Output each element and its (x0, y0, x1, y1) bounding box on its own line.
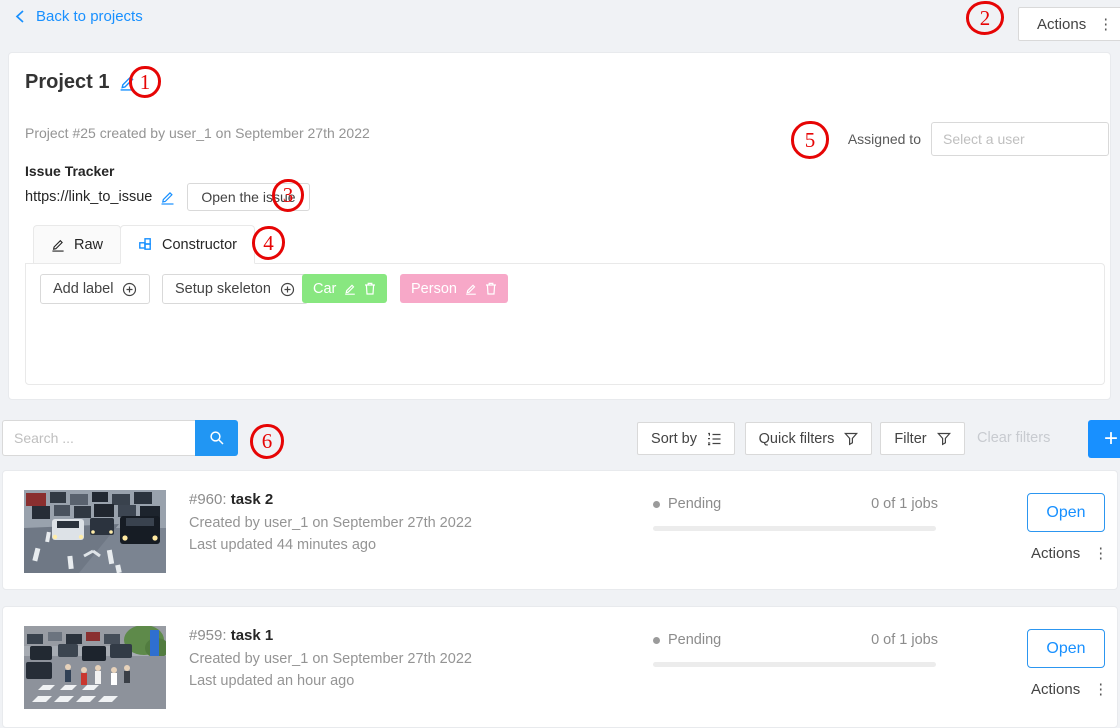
edit-issue-url-icon[interactable] (160, 190, 175, 205)
issue-tracker-url: https://link_to_issue (25, 189, 153, 205)
task-actions-button[interactable]: Actions ⋮ (1031, 545, 1108, 562)
delete-label-icon[interactable] (364, 282, 376, 295)
task-updated-text: Last updated 44 minutes ago (189, 537, 377, 553)
sort-by-label: Sort by (651, 430, 697, 447)
tab-constructor[interactable]: Constructor (120, 225, 255, 264)
label-tag-name: Person (411, 280, 457, 297)
sort-by-button[interactable]: Sort by (637, 422, 735, 455)
annotation-circle-5: 5 (791, 121, 829, 159)
task-updated-text: Last updated an hour ago (189, 673, 355, 689)
actions-button-label: Actions (1037, 15, 1087, 33)
ordered-list-icon (707, 432, 721, 446)
task-name: task 2 (230, 491, 274, 508)
task-jobs-count: 0 of 1 jobs (871, 632, 938, 648)
task-status-block: Pending 0 of 1 jobs (653, 632, 938, 667)
filter-funnel-icon (936, 432, 951, 446)
constructor-panel: Add label Setup skeleton Car (25, 263, 1105, 385)
label-tag-name: Car (313, 280, 337, 297)
project-title: Project 1 (25, 71, 110, 93)
annotation-circle-6: 6 (250, 424, 284, 459)
task-actions-label: Actions (1031, 681, 1081, 698)
assigned-to-label: Assigned to (847, 131, 921, 147)
clear-filters-button[interactable]: Clear filters (977, 430, 1051, 446)
add-label-button-text: Add label (53, 281, 114, 297)
back-link-label: Back to projects (36, 8, 143, 25)
more-vertical-icon: ⋮ (1093, 681, 1109, 698)
task-actions-button[interactable]: Actions ⋮ (1031, 681, 1108, 698)
top-bar: Back to projects Actions ⋮ (0, 0, 1120, 48)
task-jobs-count: 0 of 1 jobs (871, 496, 938, 512)
task-id: #960: (189, 491, 227, 508)
task-id: #959: (189, 627, 227, 644)
status-dot-icon (653, 500, 660, 508)
task-created-text: Created by user_1 on September 27th 2022 (189, 651, 472, 667)
task-status: Pending (668, 496, 722, 512)
annotation-circle-1: 1 (129, 66, 161, 98)
task-progress-bar (653, 526, 936, 531)
assignee-select-input[interactable] (931, 122, 1109, 156)
plus-circle-icon (122, 282, 137, 297)
tab-constructor-label: Constructor (162, 236, 237, 253)
more-vertical-icon: ⋮ (1093, 545, 1109, 562)
pencil-icon (51, 238, 65, 252)
label-editor-tabs: Raw Constructor (33, 225, 255, 264)
quick-filters-label: Quick filters (758, 430, 835, 447)
tab-raw[interactable]: Raw (33, 225, 122, 264)
search-icon (209, 430, 225, 446)
setup-skeleton-button-text: Setup skeleton (175, 281, 271, 297)
task-actions-label: Actions (1031, 545, 1081, 562)
edit-label-icon[interactable] (344, 283, 356, 295)
task-status-block: Pending 0 of 1 jobs (653, 496, 938, 531)
tab-raw-label: Raw (74, 236, 104, 253)
search-button[interactable] (195, 420, 238, 456)
task-status: Pending (668, 632, 722, 648)
annotation-circle-4: 4 (252, 226, 285, 260)
plus-circle-icon (280, 282, 295, 297)
label-tag-car: Car (302, 274, 388, 303)
open-task-button[interactable]: Open (1027, 629, 1105, 668)
project-actions-button[interactable]: Actions ⋮ (1018, 7, 1120, 41)
delete-label-icon[interactable] (485, 282, 497, 295)
project-meta-text: Project #25 created by user_1 on Septemb… (25, 125, 370, 141)
task-thumbnail-traffic[interactable] (24, 490, 166, 573)
build-blocks-icon (138, 237, 153, 252)
task-thumbnail-crossing[interactable] (24, 626, 166, 709)
task-title[interactable]: #960: task 2 (189, 491, 273, 508)
setup-skeleton-button[interactable]: Setup skeleton (162, 274, 308, 304)
quick-filters-button[interactable]: Quick filters (745, 422, 872, 455)
task-title[interactable]: #959: task 1 (189, 627, 273, 644)
status-dot-icon (653, 636, 660, 644)
project-details-card: Project 1 Project #25 created by user_1 … (8, 52, 1111, 400)
filter-button[interactable]: Filter (880, 422, 965, 455)
issue-tracker-label: Issue Tracker (25, 163, 115, 179)
open-task-button[interactable]: Open (1027, 493, 1105, 532)
more-vertical-icon: ⋮ (1098, 15, 1114, 33)
filter-label: Filter (894, 430, 927, 447)
back-to-projects-link[interactable]: Back to projects (14, 8, 143, 25)
task-progress-bar (653, 662, 936, 667)
annotation-circle-3: 3 (272, 179, 304, 212)
search-input[interactable] (2, 420, 195, 456)
chevron-left-icon (14, 9, 27, 24)
annotation-circle-2: 2 (966, 1, 1004, 35)
add-label-button[interactable]: Add label (40, 274, 151, 304)
task-search (2, 420, 238, 456)
task-row: #960: task 2 Created by user_1 on Septem… (2, 470, 1118, 590)
add-task-button[interactable]: + (1088, 420, 1120, 458)
task-name: task 1 (230, 627, 274, 644)
filter-funnel-icon (844, 432, 859, 446)
edit-label-icon[interactable] (465, 283, 477, 295)
task-row: #959: task 1 Created by user_1 on Septem… (2, 606, 1118, 728)
label-tag-person: Person (400, 274, 508, 303)
task-created-text: Created by user_1 on September 27th 2022 (189, 515, 472, 531)
